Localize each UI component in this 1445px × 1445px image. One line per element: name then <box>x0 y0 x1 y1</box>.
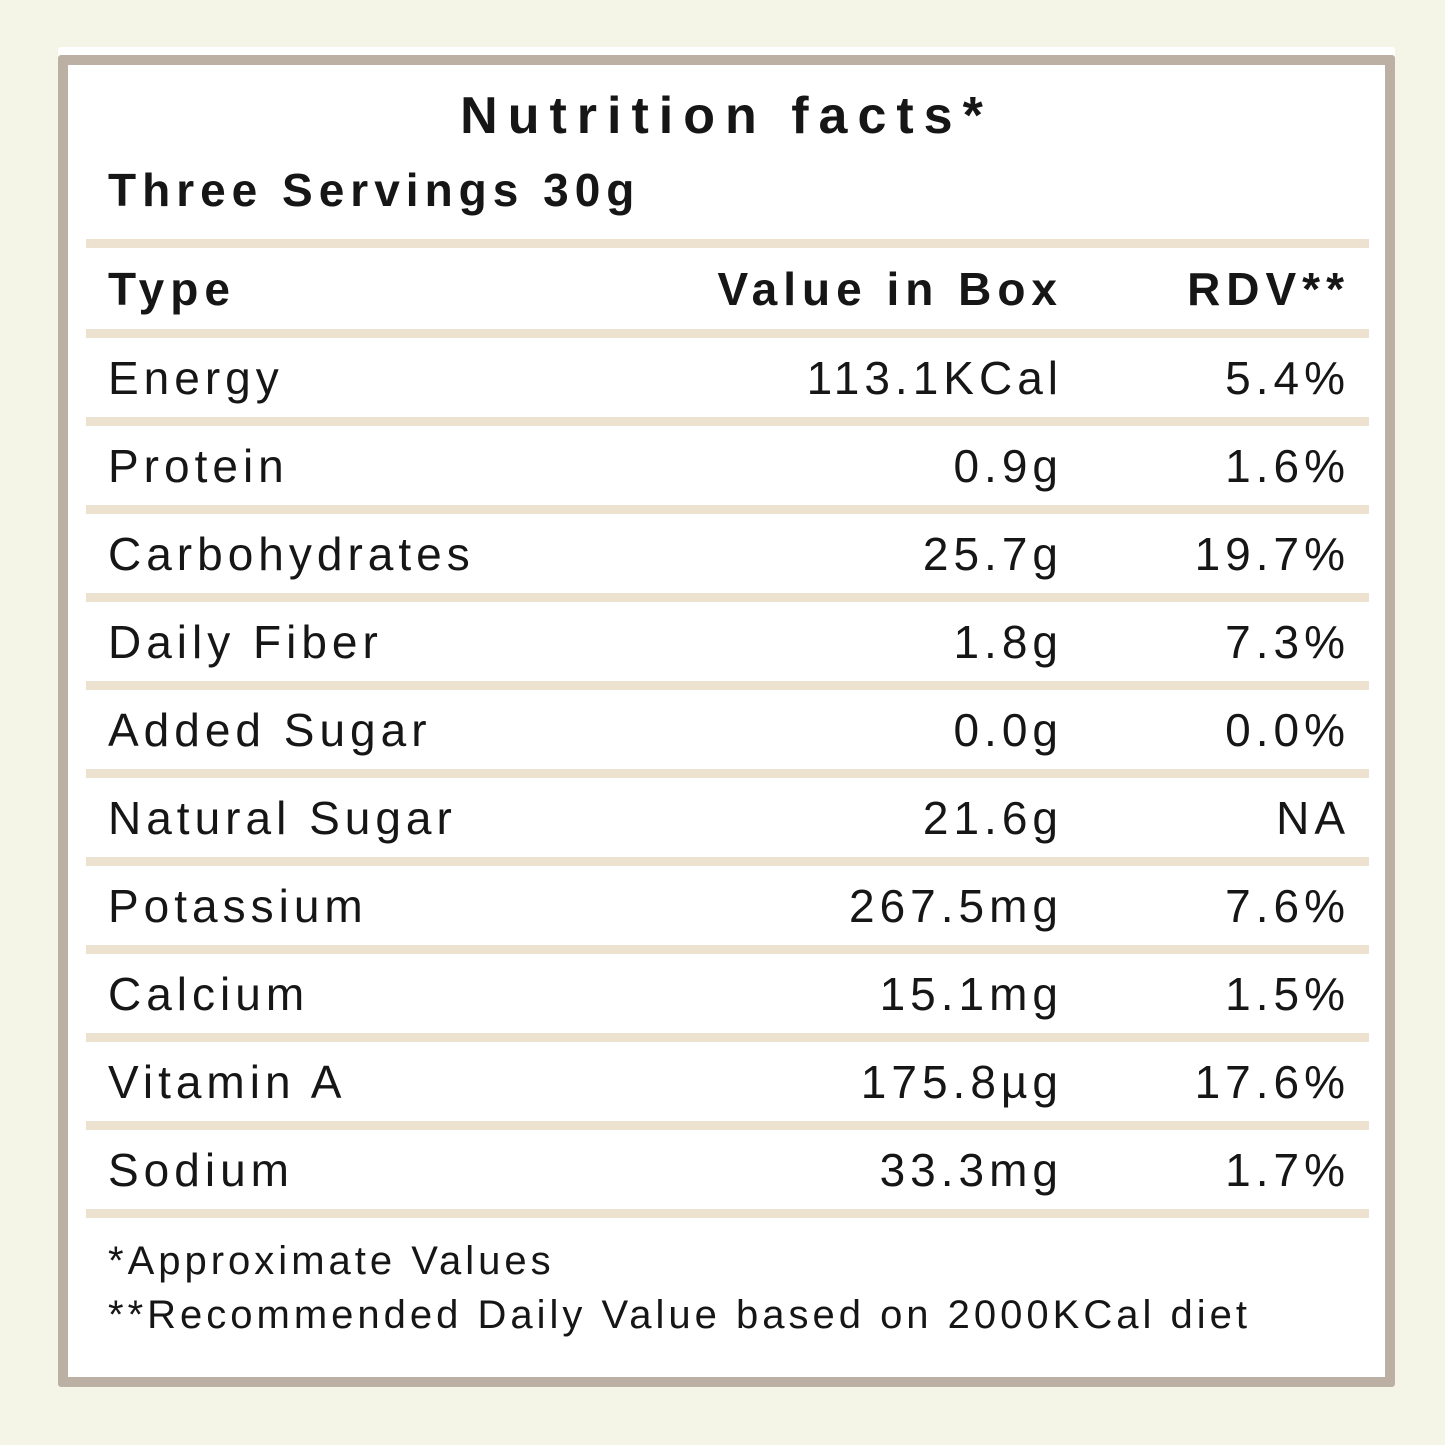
column-header-rdv: RDV** <box>1187 262 1350 315</box>
footnote-approximate: *Approximate Values <box>108 1239 555 1283</box>
label-title: Nutrition facts* <box>460 87 993 145</box>
row-type: Vitamin A <box>108 1055 347 1108</box>
divider <box>86 239 1369 248</box>
table-row: Natural Sugar 21.6g NA <box>68 778 1385 857</box>
row-value: 175.8µg <box>860 1055 1063 1108</box>
column-header-type: Type <box>108 262 236 315</box>
table-row: Sodium 33.3mg 1.7% <box>68 1130 1385 1209</box>
table-row: Energy 113.1KCal 5.4% <box>68 338 1385 417</box>
column-header-value: Value in Box <box>717 262 1063 315</box>
divider <box>86 1121 1369 1130</box>
row-rdv: 0.0% <box>1225 703 1350 756</box>
row-type: Daily Fiber <box>108 615 383 668</box>
row-type: Natural Sugar <box>108 791 457 844</box>
row-rdv: 1.6% <box>1225 439 1350 492</box>
row-rdv: 5.4% <box>1225 351 1350 404</box>
divider <box>86 681 1369 690</box>
footnotes: *Approximate Values **Recommended Daily … <box>108 1234 1350 1342</box>
table-row: Potassium 267.5mg 7.6% <box>68 866 1385 945</box>
row-rdv: 7.6% <box>1225 879 1350 932</box>
divider <box>86 857 1369 866</box>
table-row: Calcium 15.1mg 1.5% <box>68 954 1385 1033</box>
row-rdv: NA <box>1276 791 1350 844</box>
row-value: 25.7g <box>922 527 1063 580</box>
divider <box>86 329 1369 338</box>
row-value: 0.0g <box>953 703 1063 756</box>
row-value: 1.8g <box>953 615 1063 668</box>
divider <box>86 945 1369 954</box>
row-rdv: 7.3% <box>1225 615 1350 668</box>
table-row: Vitamin A 175.8µg 17.6% <box>68 1042 1385 1121</box>
divider <box>86 417 1369 426</box>
row-type: Added Sugar <box>108 703 432 756</box>
nutrition-label-card: Nutrition facts* Three Servings 30g Type… <box>58 55 1395 1387</box>
row-type: Energy <box>108 351 284 404</box>
table-body: Energy 113.1KCal 5.4% Protein 0.9g 1.6% … <box>68 338 1385 1218</box>
divider <box>86 769 1369 778</box>
row-type: Potassium <box>108 879 368 932</box>
row-rdv: 1.7% <box>1225 1143 1350 1196</box>
footnote-rdv: **Recommended Daily Value based on 2000K… <box>108 1293 1251 1337</box>
table-row: Protein 0.9g 1.6% <box>68 426 1385 505</box>
row-value: 15.1mg <box>879 967 1063 1020</box>
row-rdv: 19.7% <box>1194 527 1350 580</box>
row-value: 267.5mg <box>848 879 1063 932</box>
table-header-row: Type Value in Box RDV** <box>68 248 1385 329</box>
row-value: 0.9g <box>953 439 1063 492</box>
row-rdv: 17.6% <box>1194 1055 1350 1108</box>
row-value: 33.3mg <box>879 1143 1063 1196</box>
row-type: Sodium <box>108 1143 294 1196</box>
nutrition-label-content: Nutrition facts* Three Servings 30g Type… <box>68 65 1385 1377</box>
divider <box>86 1033 1369 1042</box>
row-type: Calcium <box>108 967 310 1020</box>
row-rdv: 1.5% <box>1225 967 1350 1020</box>
servings-line: Three Servings 30g <box>108 164 641 216</box>
divider <box>86 1209 1369 1218</box>
table-row: Carbohydrates 25.7g 19.7% <box>68 514 1385 593</box>
row-type: Protein <box>108 439 289 492</box>
table-row: Daily Fiber 1.8g 7.3% <box>68 602 1385 681</box>
row-type: Carbohydrates <box>108 527 475 580</box>
row-value: 113.1KCal <box>806 351 1063 404</box>
table-row: Added Sugar 0.0g 0.0% <box>68 690 1385 769</box>
row-value: 21.6g <box>922 791 1063 844</box>
divider <box>86 593 1369 602</box>
divider <box>86 505 1369 514</box>
